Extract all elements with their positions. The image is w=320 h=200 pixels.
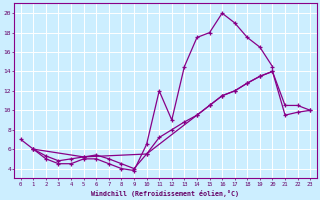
X-axis label: Windchill (Refroidissement éolien,°C): Windchill (Refroidissement éolien,°C) — [92, 190, 239, 197]
